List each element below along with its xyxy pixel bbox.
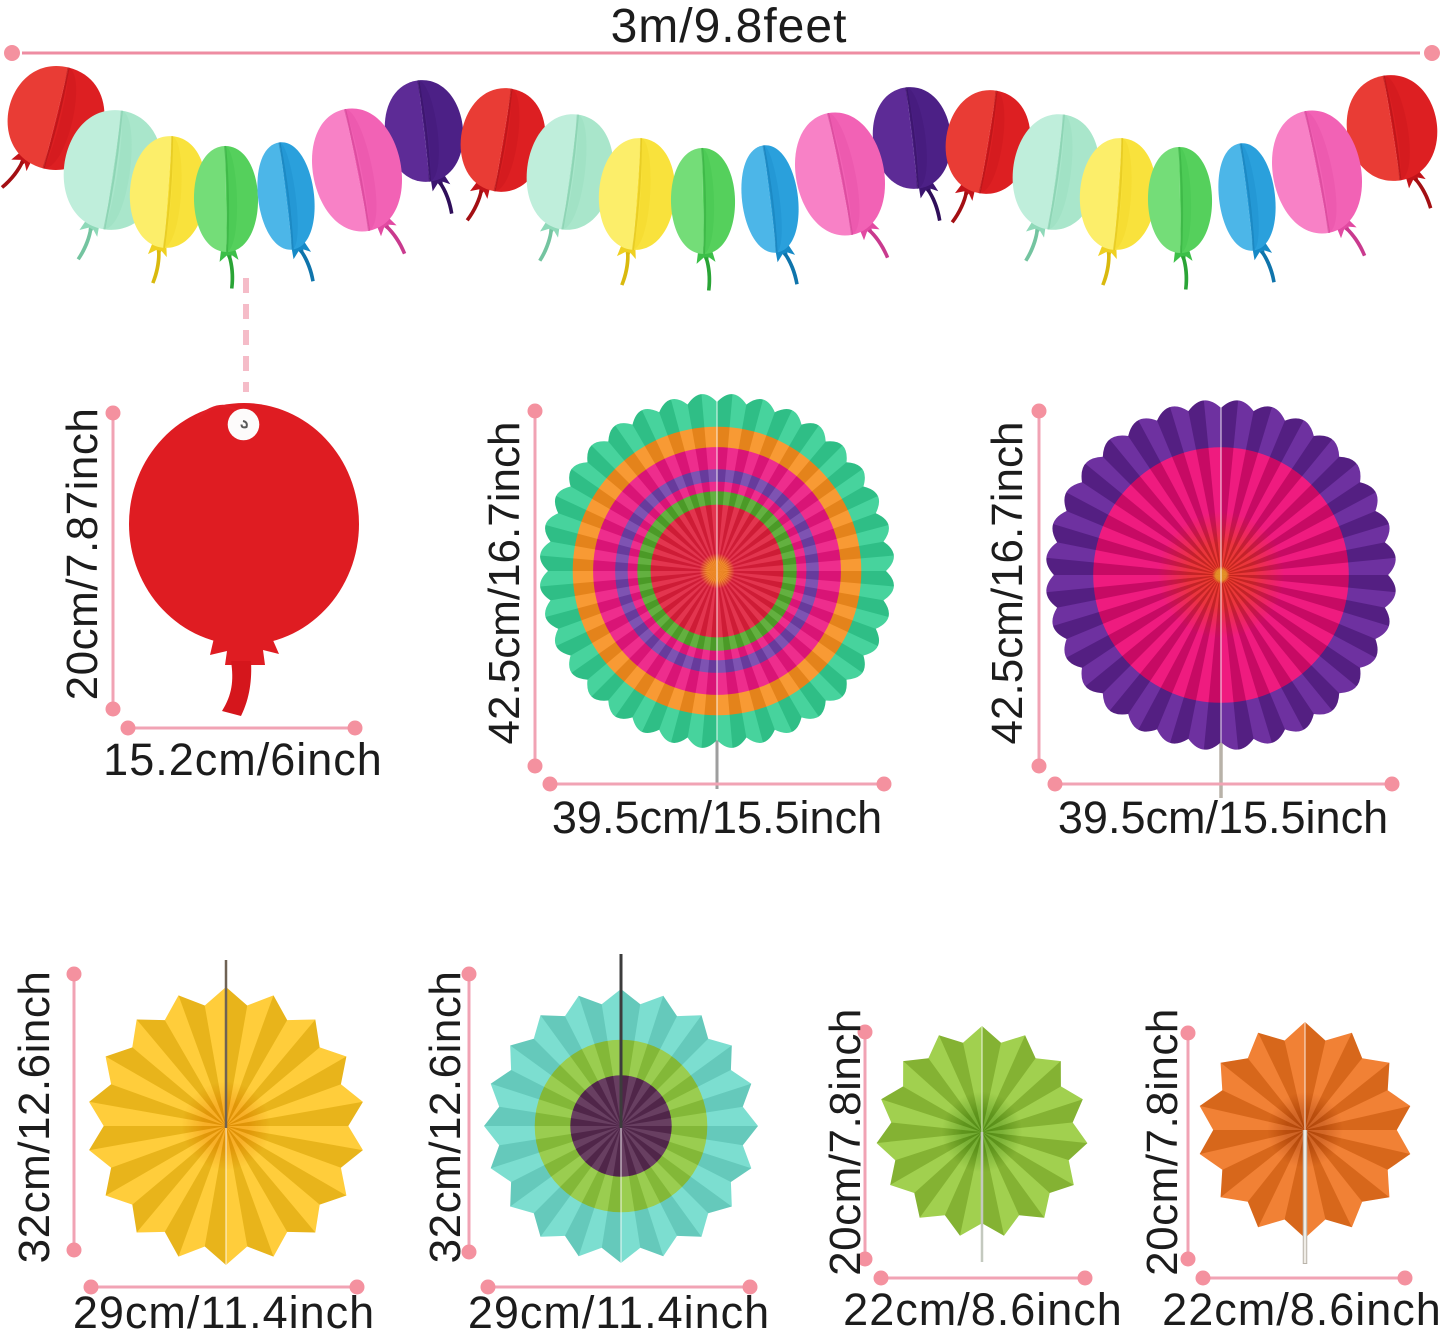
svg-text:20cm/7.87inch: 20cm/7.87inch bbox=[58, 408, 107, 701]
svg-text:22cm/8.6inch: 22cm/8.6inch bbox=[843, 1284, 1123, 1335]
svg-text:42.5cm/16.7inch: 42.5cm/16.7inch bbox=[480, 422, 529, 745]
svg-text:32cm/12.6inch: 32cm/12.6inch bbox=[421, 971, 470, 1264]
svg-text:29cm/11.4inch: 29cm/11.4inch bbox=[73, 1287, 375, 1335]
svg-text:15.2cm/6inch: 15.2cm/6inch bbox=[103, 734, 383, 785]
svg-text:3m/9.8feet: 3m/9.8feet bbox=[611, 0, 848, 53]
svg-text:22cm/8.6inch: 22cm/8.6inch bbox=[1162, 1284, 1442, 1335]
svg-text:20cm/7.8inch: 20cm/7.8inch bbox=[1138, 1008, 1187, 1276]
svg-text:20cm/7.8inch: 20cm/7.8inch bbox=[821, 1008, 870, 1276]
svg-text:39.5cm/15.5inch: 39.5cm/15.5inch bbox=[552, 792, 882, 843]
svg-text:32cm/12.6inch: 32cm/12.6inch bbox=[10, 971, 59, 1264]
svg-text:42.5cm/16.7inch: 42.5cm/16.7inch bbox=[983, 422, 1032, 745]
svg-text:39.5cm/15.5inch: 39.5cm/15.5inch bbox=[1058, 792, 1388, 843]
svg-text:29cm/11.4inch: 29cm/11.4inch bbox=[468, 1287, 770, 1335]
